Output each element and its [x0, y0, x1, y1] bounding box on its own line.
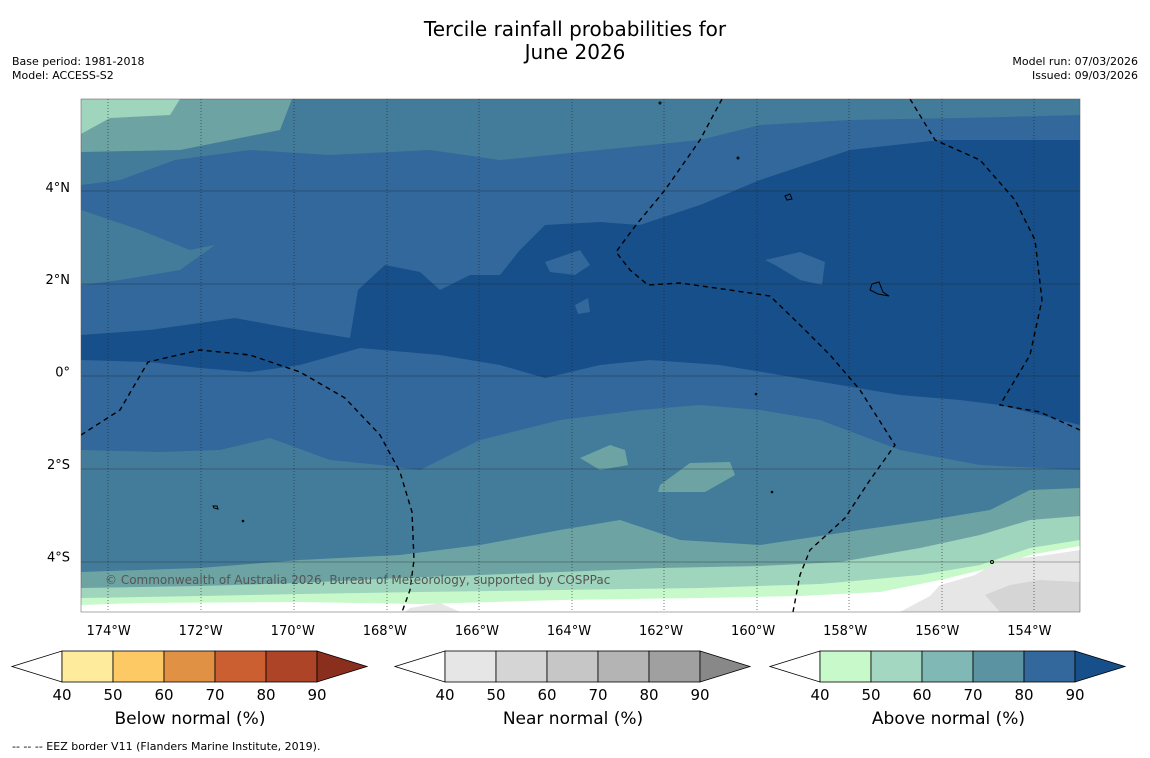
pocket-light-1 [765, 252, 825, 285]
colorbar-segment [870, 650, 923, 683]
colorbar-tick-label: 90 [1065, 686, 1084, 704]
map-frame [80, 98, 1081, 613]
colorbar-tick-label: 60 [154, 686, 173, 704]
model-name: Model: ACCESS-S2 [12, 69, 114, 82]
y-tick-label: 4°N [46, 181, 71, 196]
colorbar-tick-label: 50 [486, 686, 505, 704]
colorbar-segment [444, 650, 497, 683]
y-tick-label: 4°S [47, 551, 70, 566]
x-tick-label: 162°W [639, 624, 683, 639]
pocket-light-3 [575, 298, 590, 314]
eez-footnote: -- -- -- EEZ border V11 (Flanders Marine… [12, 740, 321, 753]
colorbar-tick-label: 50 [861, 686, 880, 704]
colorbar-tick-label: 50 [103, 686, 122, 704]
metadata-right: Model run: 07/03/2026 Issued: 09/03/2026 [1012, 55, 1138, 83]
x-tick-label: 166°W [455, 624, 499, 639]
y-tick-label: 0° [55, 366, 70, 381]
colorbar-segment [648, 650, 701, 683]
colorbar-tick-label: 90 [690, 686, 709, 704]
colorbars: 40 50 60 70 80 90 40 50 60 70 80 90 40 50 60 70 80 90 [10, 650, 1127, 704]
x-tick-label: 168°W [363, 624, 407, 639]
colorbar-min-extend [10, 650, 63, 683]
colorbar-tick-label: 80 [639, 686, 658, 704]
colorbar-segment [495, 650, 548, 683]
band-max-core [81, 140, 1080, 425]
colorbar-segment [972, 650, 1025, 683]
colorbar-min-extend [768, 650, 821, 683]
below-normal-label: Below normal (%) [114, 709, 266, 729]
colorbar-segment [265, 650, 318, 683]
x-tick-label: 160°W [731, 624, 775, 639]
colorbar-tick-label: 70 [205, 686, 224, 704]
colorbar-tick-label: 80 [1014, 686, 1033, 704]
issued-date: Issued: 09/03/2026 [1031, 69, 1138, 82]
x-axis-ticks: 174°W 172°W 170°W 168°W 166°W 164°W 162°W 160°W… [87, 624, 1052, 639]
colorbar-tick-label: 40 [810, 686, 829, 704]
colorbar-tick-label: 60 [537, 686, 556, 704]
x-tick-label: 170°W [271, 624, 315, 639]
colorbar-near: 40 50 60 70 80 90 [393, 650, 752, 704]
map-title: Tercile rainfall probabilities for June … [0, 18, 1150, 64]
colorbar-below: 40 50 60 70 80 90 [10, 650, 369, 704]
pocket-teal-1 [580, 445, 628, 470]
map-panel: © Commonwealth of Australia 2026, Bureau… [81, 99, 1080, 612]
colorbar-tick-label: 40 [52, 686, 71, 704]
colorbar-above: 40 50 60 70 80 90 [768, 650, 1127, 704]
colorbar-tick-label: 70 [963, 686, 982, 704]
colorbar-tick-label: 40 [435, 686, 454, 704]
band-60-north [81, 99, 180, 134]
x-tick-label: 156°W [915, 624, 959, 639]
x-tick-label: 172°W [179, 624, 223, 639]
near-normal-60 [985, 580, 1080, 612]
colorbar-min-extend [393, 650, 446, 683]
colorbar-segment [163, 650, 216, 683]
x-tick-label: 164°W [547, 624, 591, 639]
x-tick-label: 154°W [1007, 624, 1051, 639]
colorbar-segment [214, 650, 267, 683]
colorbar-segment [819, 650, 872, 683]
colorbar-max-extend [316, 650, 369, 683]
y-axis-ticks: 4°N 2°N 0° 2°S 4°S [46, 181, 71, 566]
base-period: Base period: 1981-2018 [12, 55, 145, 68]
colorbar-max-extend [699, 650, 752, 683]
x-tick-label: 158°W [823, 624, 867, 639]
band-50-south [81, 540, 1080, 612]
colorbar-max-extend [1074, 650, 1127, 683]
x-tick-label: 174°W [87, 624, 131, 639]
metadata-left: Base period: 1981-2018 Model: ACCESS-S2 [12, 55, 144, 83]
colorbar-tick-label: 90 [307, 686, 326, 704]
above-normal-label: Above normal (%) [871, 709, 1026, 729]
near-normal-patch [405, 603, 460, 612]
y-tick-label: 2°N [46, 273, 71, 288]
colorbar-tick-label: 80 [256, 686, 275, 704]
colorbar-segment [597, 650, 650, 683]
model-run: Model run: 07/03/2026 [1012, 55, 1138, 68]
eez-borders [81, 99, 1080, 612]
y-tick-label: 2°S [47, 458, 70, 473]
lat-gridlines [81, 190, 1080, 563]
islands [212, 101, 994, 564]
colorbar-segment [61, 650, 114, 683]
colorbar-tick-label: 60 [912, 686, 931, 704]
colorbar-segment [1023, 650, 1076, 683]
band-80-west [81, 210, 215, 285]
near-normal-label: Near normal (%) [502, 709, 644, 729]
colorbar-segment [112, 650, 165, 683]
band-40-south [81, 546, 1080, 612]
colorbar-segment [546, 650, 599, 683]
copyright-notice: © Commonwealth of Australia 2026, Bureau… [105, 573, 610, 587]
pocket-teal-2 [658, 462, 735, 492]
colorbar-segment [921, 650, 974, 683]
colorbar-tick-label: 70 [588, 686, 607, 704]
pocket-light-2 [545, 250, 590, 275]
title-line-1: Tercile rainfall probabilities for [423, 17, 727, 41]
title-line-2: June 2026 [524, 40, 626, 64]
